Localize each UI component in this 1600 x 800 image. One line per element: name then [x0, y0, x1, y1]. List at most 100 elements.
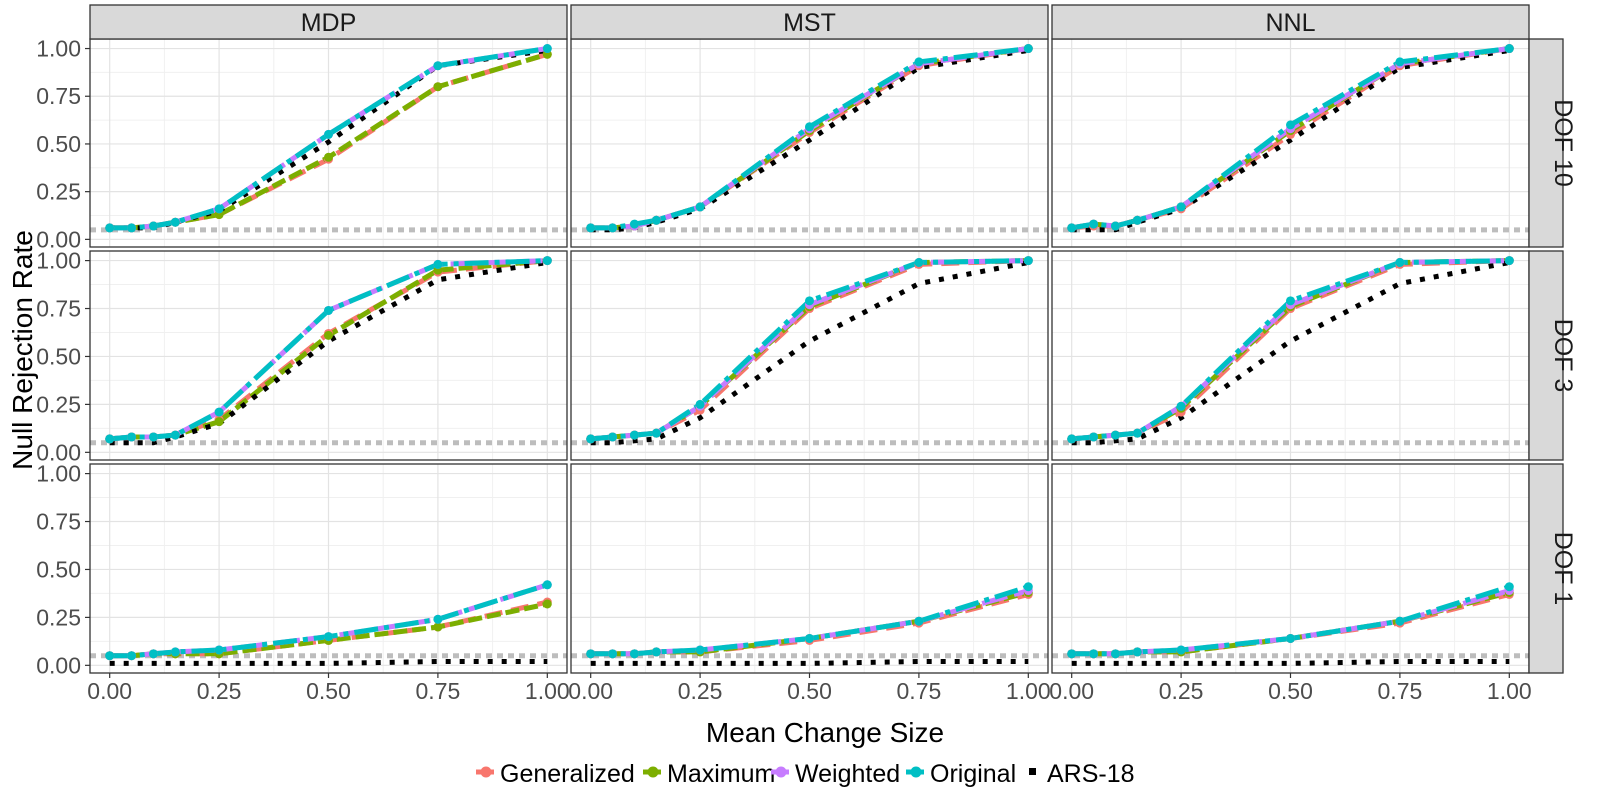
series-line-original	[1071, 258, 1510, 442]
point-original	[1089, 432, 1099, 442]
y-tick-label: 0.00	[36, 439, 81, 465]
y-tick-label: 0.50	[36, 556, 81, 582]
panel-border	[89, 250, 568, 461]
legend-key	[775, 766, 787, 778]
x-tick-label: 1.00	[1487, 678, 1532, 704]
strip-label: DOF 1	[1549, 532, 1577, 606]
point-original	[324, 305, 333, 315]
strip-mdp: MDP	[89, 4, 568, 40]
facet-panels	[89, 38, 1530, 674]
point-original	[324, 632, 333, 642]
point-original	[214, 407, 224, 417]
point-original	[1395, 57, 1405, 67]
x-tick-label: 0.75	[897, 678, 942, 704]
y-tick-label: 0.00	[36, 652, 81, 678]
point-original	[542, 580, 552, 590]
point-original	[1286, 296, 1295, 306]
point-original	[105, 223, 115, 233]
legend-label: Weighted	[795, 760, 900, 788]
y-tick-label: 0.75	[36, 509, 81, 535]
strip-background	[89, 4, 568, 40]
x-axis: 0.00 0.25 0.50 0.75 1.000.00 0.25 0.50 0.75 1.00…	[87, 673, 1532, 704]
y-tick-label: 0.75	[36, 83, 81, 109]
strip-nnl: NNL	[1051, 4, 1530, 40]
legend-label: Generalized	[500, 760, 635, 788]
point-original	[1132, 215, 1142, 225]
y-tick-label: 0.25	[36, 179, 81, 205]
point-original	[1132, 428, 1142, 438]
legend-key	[910, 766, 922, 778]
series-line-ars-18	[1071, 47, 1510, 233]
point-original	[1132, 647, 1142, 657]
series-line-original	[590, 584, 1030, 657]
x-axis-title: Mean Change Size	[706, 717, 944, 748]
y-tick-label: 0.50	[36, 343, 81, 369]
point-original	[586, 434, 596, 444]
strip-background	[570, 4, 1049, 40]
y-tick-label: 0.25	[36, 604, 81, 630]
legend-label: Original	[930, 760, 1016, 788]
point-original	[695, 202, 705, 212]
y-tick-label: 0.00	[36, 226, 81, 252]
point-original	[914, 57, 924, 67]
legend-item-maximum: Maximum	[643, 760, 775, 788]
y-tick-label: 0.25	[36, 391, 81, 417]
x-tick-label: 0.50	[787, 678, 832, 704]
legend-key	[480, 766, 492, 778]
series-line-ars-18	[1071, 260, 1510, 446]
point-original	[629, 430, 639, 440]
point-original	[1067, 649, 1077, 659]
point-original	[805, 296, 814, 306]
series-line-ars-18	[109, 659, 548, 666]
strip-label: DOF 10	[1549, 99, 1577, 187]
panel-dof-3-nnl	[1051, 250, 1530, 461]
series-line-original	[109, 582, 549, 659]
point-original	[214, 204, 224, 214]
x-tick-label: 1.00	[525, 678, 570, 704]
point-original	[170, 430, 180, 440]
facet-strips: MDP MST NNL DOF 10 DOF 3 DOF 1	[89, 4, 1577, 674]
panel-dof-3-mst	[570, 250, 1049, 461]
point-original	[695, 399, 705, 409]
point-maximum	[324, 330, 333, 340]
series-line-original	[109, 258, 548, 442]
strip-label: MDP	[301, 9, 357, 37]
point-original	[629, 219, 639, 229]
x-tick-label: 0.75	[1378, 678, 1423, 704]
y-tick-label: 1.00	[36, 36, 81, 62]
point-original	[433, 61, 443, 71]
point-original	[170, 217, 180, 227]
strip-background	[1051, 4, 1530, 40]
point-original	[324, 129, 333, 139]
y-tick-label: 1.00	[36, 248, 81, 274]
strip-label: NNL	[1265, 9, 1315, 37]
point-original	[1395, 258, 1405, 268]
point-original	[608, 432, 618, 442]
point-original	[805, 122, 814, 132]
point-original	[1395, 616, 1405, 626]
series-line-ars-18	[590, 659, 1029, 666]
point-original	[542, 256, 552, 266]
y-axis: 0.000.250.500.751.000.000.250.500.751.00…	[36, 36, 90, 678]
panel-dof-1-mst	[570, 463, 1049, 674]
panel-dof-1-nnl	[1051, 463, 1530, 674]
panel-dof-3-mdp	[89, 250, 568, 461]
strip-mst: MST	[570, 4, 1049, 40]
x-tick-label: 0.00	[568, 678, 613, 704]
panel-dof-1-mdp	[89, 463, 568, 674]
point-original	[127, 432, 137, 442]
strip-dof-3: DOF 3	[1528, 250, 1577, 461]
legend-item-original: Original	[906, 760, 1016, 788]
x-tick-label: 1.00	[1006, 678, 1051, 704]
point-original	[1110, 649, 1120, 659]
point-original	[433, 259, 443, 269]
point-original	[127, 651, 137, 661]
point-original	[1286, 120, 1295, 130]
point-original	[805, 633, 814, 643]
point-maximum	[214, 417, 224, 427]
legend-label: ARS-18	[1047, 760, 1135, 788]
series-line-original	[590, 46, 1029, 231]
point-original	[1089, 219, 1099, 229]
strip-dof-10: DOF 10	[1528, 38, 1577, 248]
point-original	[695, 645, 705, 655]
